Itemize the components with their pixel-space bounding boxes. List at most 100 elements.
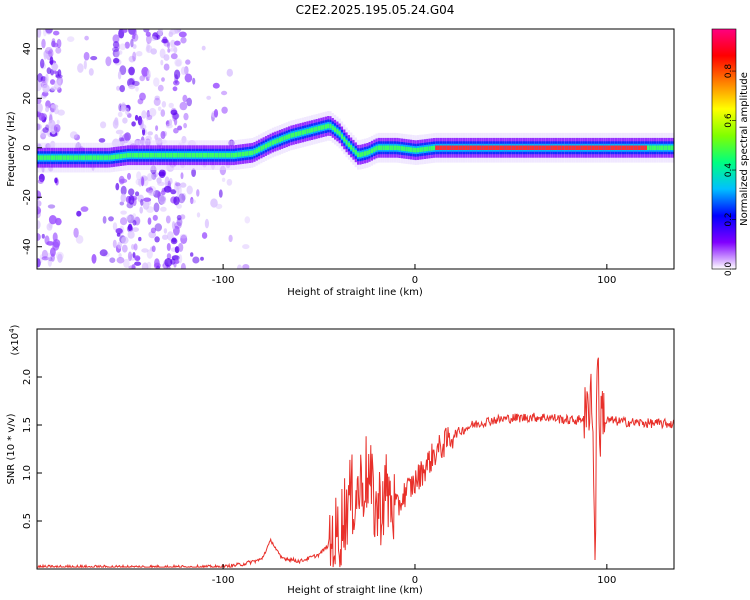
spectrogram-noise-mark [183,112,189,121]
spectrogram-ridge-mark [83,155,86,160]
spectrogram-ridge-mark [66,155,70,160]
spectrogram-ridge-mark [258,147,261,152]
spectrogram-noise-mark [174,40,181,46]
spectrogram-ridge-mark [389,145,392,150]
spectrogram-ridge-mark [439,145,443,150]
spectrogram-noise-mark [132,220,137,226]
spectrogram-noise-mark [37,123,42,131]
spectrogram-ridge-mark [308,128,311,133]
spectrogram-noise-mark [186,185,193,195]
spectrogram-ridge-mark [154,153,157,158]
spectrogram-ridge-mark [594,145,597,150]
spectrogram-ridge-mark [189,153,192,158]
spectrogram-noise-mark [153,97,161,106]
spectrogram-noise-mark [113,57,120,64]
spectrogram-noise-mark [171,221,176,230]
spectrogram-ridge-mark [271,140,274,145]
spectrogram-ridge-mark [538,145,542,150]
spectrogram-noise-mark [167,42,170,49]
spectrogram-noise-mark [180,262,186,269]
spectrogram-noise-mark [236,264,243,269]
spectrogram-ridge-mark [350,145,353,150]
spectrogram-ridge-mark [53,155,56,160]
spectrogram-noise-mark [112,239,117,249]
spectrogram-ridge-mark [37,155,40,160]
spectrogram-ridge-mark [338,131,341,136]
spectrogram-noise-mark [37,29,42,38]
spectrogram-noise-mark [46,223,53,231]
spectrogram-x-tick-label: 100 [597,275,616,286]
spectrogram-ridge-mark [442,145,445,150]
spectrogram-ridge-mark [175,153,178,158]
spectrogram-noise-mark [41,256,49,261]
spectrogram-ridge-mark [557,145,560,150]
spectrogram-ridge-mark [149,153,152,158]
spectrogram-noise-mark [132,213,137,220]
spectrogram-noise-mark [180,66,187,76]
spectrogram-ridge-mark [292,132,295,138]
spectrogram-noise-mark [123,258,130,268]
snr-plot-area [37,329,674,569]
spectrogram-ridge-mark [85,155,88,160]
spectrogram-ridge-mark [136,153,139,158]
spectrogram-noise-mark [53,124,61,133]
spectrogram-ridge-mark [71,155,74,160]
spectrogram-noise-mark [185,59,191,65]
spectrogram-ridge-mark [90,155,93,160]
spectrogram-ridge-mark [513,145,516,150]
spectrogram-noise-mark [180,182,187,188]
spectrogram-ridge-mark [290,133,293,138]
spectrogram-panel: -100 0 100 -40 -20 0 20 40 Height of straight l… [6,28,675,298]
spectrogram-noise-mark [176,217,183,227]
spectrogram-noise-mark [117,71,122,80]
spectrogram-ridge-mark [50,155,53,160]
spectrogram-noise-mark [173,46,178,54]
spectrogram-ridge-mark [253,149,256,155]
spectrogram-noise-mark [50,86,57,91]
colorbar-tick-label: 0.6 [724,113,734,128]
spectrogram-noise-mark [38,112,45,121]
spectrogram-noise-mark [131,264,136,269]
spectrogram-ridge-mark [414,148,417,153]
colorbar-gradient [712,29,736,269]
spectrogram-ridge-mark [416,147,420,153]
spectrogram-noise-mark [47,257,53,267]
spectrogram-noise-mark [77,63,84,73]
spectrogram-noise-mark [215,203,223,210]
spectrogram-ridge-mark [106,155,109,160]
spectrogram-noise-mark [141,110,147,119]
spectrogram-ridge-mark [541,145,544,150]
spectrogram-noise-mark [119,43,126,51]
spectrogram-noise-mark [116,256,125,264]
spectrogram-ridge-mark [474,145,477,150]
spectrogram-noise-mark [206,95,212,100]
spectrogram-noise-mark [119,201,125,206]
spectrogram-noise-mark [37,206,42,215]
spectrogram-ridge-mark [140,153,143,158]
spectrogram-ridge-mark [41,155,44,160]
spectrogram-ridge-mark [320,125,323,130]
spectrogram-ridge-mark [552,145,555,150]
spectrogram-noise-mark [170,189,177,195]
spectrogram-noise-mark [37,179,44,184]
spectrogram-y-tick-label: 0 [22,145,33,151]
spectrogram-noise-mark [37,233,41,241]
spectrogram-noise-mark [51,62,58,71]
spectrogram-ridge-mark [469,145,473,150]
spectrogram-ridge-mark [186,153,189,158]
spectrogram-ridge-mark [419,147,422,152]
spectrogram-ridge-mark [467,145,470,150]
spectrogram-noise-mark [150,48,157,55]
spectrogram-ridge-mark [412,147,415,153]
spectrogram-noise-mark [146,34,152,44]
spectrogram-noise-mark [125,107,130,116]
spectrogram-ridge-mark [324,124,327,129]
spectrogram-noise-mark [176,29,181,33]
spectrogram-noise-mark [191,168,197,178]
spectrogram-noise-mark [166,243,171,251]
spectrogram-ridge-mark [69,155,72,160]
spectrogram-frame [36,28,675,270]
spectrogram-ridge-mark [103,155,106,160]
spectrogram-noise-mark [50,104,59,109]
spectrogram-ridge-mark [216,153,219,158]
